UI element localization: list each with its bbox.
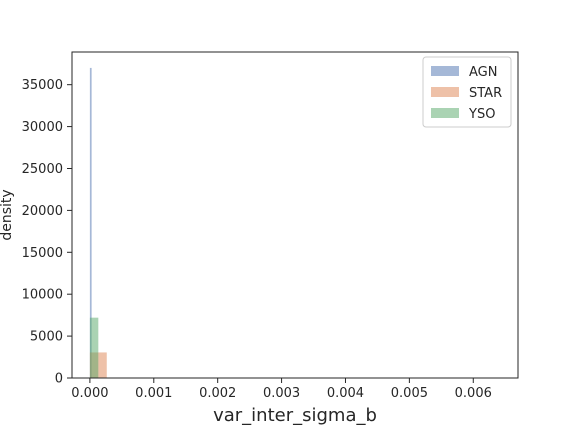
legend-label-star: STAR — [469, 86, 502, 101]
legend-label-yso: YSO — [468, 107, 495, 122]
x-axis: 0.000 0.001 0.002 0.003 0.004 0.005 0.006 — [71, 378, 492, 401]
legend-swatch-agn — [431, 66, 459, 76]
x-tick-label: 0.006 — [455, 386, 492, 401]
legend-swatch-star — [431, 87, 459, 97]
x-tick-label: 0.003 — [263, 386, 300, 401]
y-axis-label: density — [0, 189, 15, 240]
x-tick-label: 0.004 — [327, 386, 364, 401]
x-axis-label: var_inter_sigma_b — [213, 405, 377, 426]
bars-layer — [89, 67, 107, 378]
y-tick-label: 15000 — [22, 246, 63, 261]
y-tick-label: 10000 — [22, 288, 63, 303]
x-tick-label: 0.002 — [199, 386, 236, 401]
y-tick-label: 30000 — [22, 120, 63, 135]
y-tick-label: 35000 — [22, 78, 63, 93]
yso-bar-0 — [89, 317, 99, 378]
x-tick-label: 0.005 — [391, 386, 428, 401]
star-bar-1 — [98, 352, 107, 378]
y-tick-label: 0 — [55, 372, 63, 387]
legend-swatch-yso — [431, 108, 459, 118]
x-tick-label: 0.001 — [135, 386, 172, 401]
agn-bar-0 — [89, 67, 92, 378]
y-axis: 0 5000 10000 15000 20000 25000 30000 35000 — [22, 78, 72, 387]
legend-label-agn: AGN — [469, 65, 497, 80]
y-tick-label: 20000 — [22, 204, 63, 219]
y-tick-label: 5000 — [30, 330, 63, 345]
y-tick-label: 25000 — [22, 162, 63, 177]
plot-frame — [71, 51, 519, 379]
legend: AGN STAR YSO — [422, 56, 512, 128]
x-tick-label: 0.000 — [71, 386, 108, 401]
